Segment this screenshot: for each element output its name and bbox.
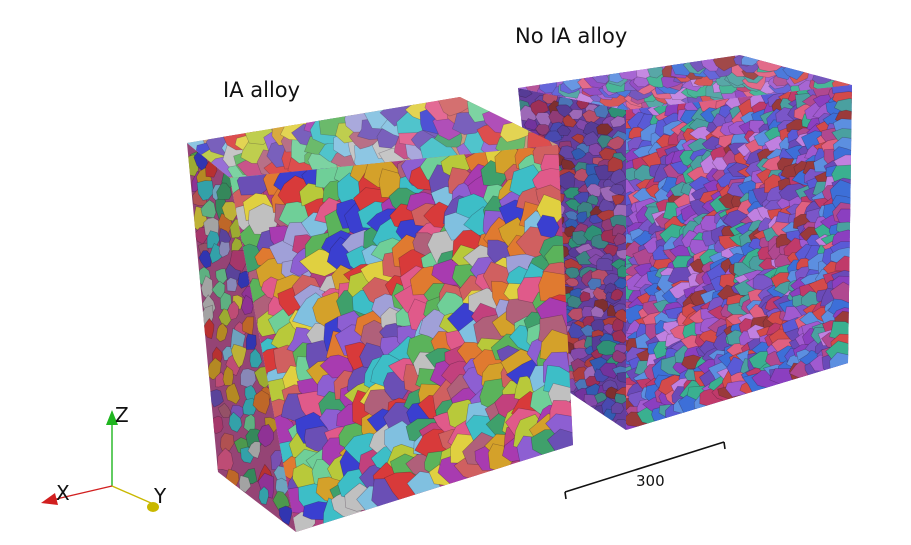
grain	[588, 142, 602, 156]
grain	[594, 391, 608, 404]
x-axis-label: X	[56, 481, 70, 505]
grain	[257, 424, 275, 448]
scale-bar-value: 300	[636, 472, 665, 490]
grain	[217, 402, 232, 419]
grain	[616, 371, 626, 383]
ia-top-shade	[187, 97, 558, 178]
grain	[612, 232, 626, 247]
grain	[603, 323, 615, 335]
grain	[831, 164, 852, 184]
grain	[247, 441, 261, 459]
no-ia-alloy-label: No IA alloy	[515, 24, 628, 48]
grain	[200, 199, 217, 219]
grain	[586, 183, 602, 197]
grain	[610, 401, 625, 414]
grain	[563, 187, 580, 200]
grain	[583, 394, 599, 407]
ia-alloy-cube	[187, 97, 573, 532]
grain	[602, 244, 619, 259]
grain	[576, 211, 588, 223]
scale-bar	[564, 441, 726, 500]
grain	[613, 277, 626, 290]
y-axis-label: Y	[154, 484, 167, 508]
ia-side-shade	[187, 143, 296, 532]
y-axis-arrow-icon	[147, 502, 159, 512]
grain	[586, 194, 599, 206]
grain	[217, 447, 234, 472]
grain	[225, 382, 241, 405]
grain	[590, 305, 605, 318]
grain	[227, 300, 239, 321]
grain	[535, 124, 550, 136]
grain	[216, 182, 232, 200]
grain	[196, 180, 215, 201]
grain	[605, 386, 619, 400]
grain	[570, 347, 589, 361]
grain	[616, 249, 626, 260]
grain	[571, 147, 587, 161]
grain	[611, 349, 626, 364]
z-axis-label: Z	[115, 403, 129, 427]
grain	[610, 168, 626, 185]
grain	[833, 98, 852, 116]
grain	[240, 294, 254, 315]
grain	[564, 277, 580, 287]
grain	[606, 135, 625, 151]
grain	[218, 240, 231, 258]
x-axis-line	[51, 485, 113, 501]
grain	[599, 362, 620, 380]
grain	[258, 486, 269, 505]
grain	[558, 145, 576, 160]
grain	[579, 290, 591, 303]
grain	[610, 288, 624, 301]
orientation-axes	[41, 410, 159, 512]
grain	[245, 333, 257, 350]
grain	[608, 184, 626, 195]
grain	[230, 343, 247, 369]
grain	[568, 109, 583, 120]
grain	[252, 389, 270, 415]
grain	[611, 194, 625, 206]
grain	[220, 432, 235, 453]
grain	[596, 123, 614, 136]
grain	[198, 250, 212, 269]
grain	[595, 340, 618, 356]
grain	[614, 308, 626, 323]
y-axis-line	[111, 485, 152, 504]
grain	[834, 255, 852, 273]
grain	[611, 329, 626, 344]
x-axis-arrow-icon	[41, 493, 58, 505]
grain	[524, 118, 538, 131]
grain	[611, 365, 626, 378]
ia-alloy-label: IA alloy	[223, 78, 301, 102]
grain	[228, 411, 243, 433]
grain	[568, 322, 587, 339]
grain	[238, 475, 252, 493]
grain	[566, 295, 583, 309]
grain	[556, 124, 572, 136]
no-ia-top-shade	[518, 55, 852, 110]
grain	[836, 208, 852, 226]
grain	[616, 265, 626, 278]
grain	[609, 115, 626, 128]
grain	[596, 257, 614, 271]
grain	[565, 266, 580, 279]
grain	[249, 348, 263, 369]
grain	[278, 505, 293, 526]
grain	[226, 277, 238, 292]
grain	[567, 307, 584, 321]
z-axis-arrow-icon	[106, 410, 118, 425]
grain	[647, 66, 664, 79]
grain	[215, 322, 228, 343]
